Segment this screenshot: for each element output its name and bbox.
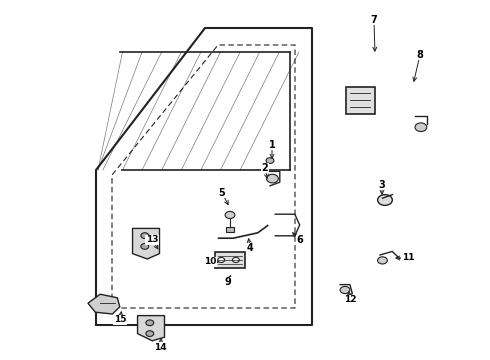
Text: 9: 9: [224, 277, 231, 287]
Circle shape: [232, 257, 239, 262]
Polygon shape: [88, 294, 120, 314]
Text: 7: 7: [370, 15, 377, 25]
Circle shape: [415, 123, 427, 131]
Circle shape: [146, 320, 154, 326]
Text: 10: 10: [204, 257, 216, 266]
Bar: [345, 86, 375, 113]
Circle shape: [266, 158, 274, 163]
Text: 14: 14: [154, 342, 166, 351]
Circle shape: [340, 287, 350, 294]
Circle shape: [267, 174, 278, 183]
Text: 5: 5: [219, 188, 225, 198]
Text: 15: 15: [114, 315, 126, 324]
Circle shape: [378, 257, 388, 264]
Circle shape: [218, 257, 224, 262]
Text: 3: 3: [379, 180, 385, 190]
Text: 4: 4: [246, 243, 253, 253]
Polygon shape: [138, 316, 165, 341]
Text: 6: 6: [296, 235, 303, 245]
Circle shape: [141, 233, 149, 238]
Text: 2: 2: [262, 163, 269, 173]
Text: 12: 12: [344, 296, 356, 305]
Circle shape: [225, 211, 235, 219]
Circle shape: [141, 243, 149, 249]
Text: 11: 11: [402, 253, 414, 262]
Text: 13: 13: [146, 235, 158, 244]
Circle shape: [378, 195, 392, 206]
Bar: [215, 252, 245, 268]
Text: 1: 1: [269, 140, 275, 150]
Polygon shape: [133, 228, 160, 259]
Text: 8: 8: [416, 50, 423, 60]
Bar: [225, 227, 234, 232]
Circle shape: [146, 331, 154, 337]
